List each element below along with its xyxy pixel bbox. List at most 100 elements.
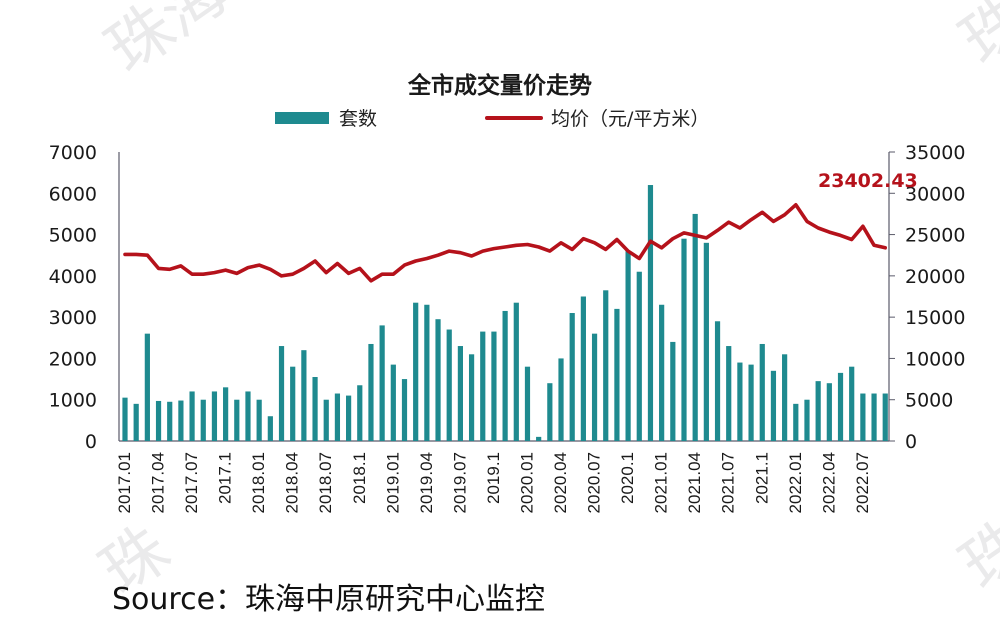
bar — [155, 400, 162, 441]
bar — [312, 377, 318, 441]
bar — [200, 399, 206, 441]
right-axis-tick-label: 0 — [905, 431, 917, 453]
bar — [770, 370, 777, 441]
bar — [703, 242, 709, 441]
x-axis-tick-label: 2021.07 — [719, 452, 738, 513]
bar — [189, 391, 195, 441]
right-axis-tick-label: 30000 — [905, 183, 965, 205]
bar — [591, 333, 598, 441]
chart-title: 全市成交量价走势 — [408, 73, 592, 99]
x-axis-tick-label: 2019.1 — [484, 452, 503, 504]
bar — [122, 397, 128, 441]
left-axis-tick-label: 1000 — [49, 390, 97, 412]
bar — [513, 302, 519, 441]
x-axis-labels: 2017.01 2017.04 2017.07 2017.1 2018.01 2018.0… — [115, 452, 872, 513]
bar — [782, 354, 788, 441]
bar — [826, 383, 832, 441]
avg-price-line — [123, 203, 887, 283]
bar — [636, 271, 642, 441]
x-axis-tick-label: 2017.01 — [115, 452, 134, 513]
x-axis-tick-label: 2021.04 — [685, 452, 704, 513]
x-axis-tick-label: 2022.04 — [819, 452, 838, 513]
bar — [267, 416, 273, 441]
right-axis-tick-label: 5000 — [905, 390, 953, 412]
line-series-avg-price — [123, 203, 887, 283]
bar — [558, 358, 564, 441]
bar — [178, 400, 184, 441]
bar — [692, 213, 698, 441]
right-axis-tick-label: 35000 — [905, 142, 965, 164]
bar — [278, 346, 285, 441]
bar — [860, 393, 866, 441]
left-axis-tick-label: 6000 — [49, 183, 97, 205]
bar — [614, 308, 620, 441]
legend-line-swatch-icon — [485, 115, 543, 120]
bar — [536, 436, 542, 441]
bar — [133, 403, 139, 441]
legend-bar-swatch-icon — [275, 111, 329, 124]
bar — [223, 387, 229, 441]
bar — [480, 331, 486, 441]
bar — [491, 331, 497, 441]
bar — [357, 385, 363, 441]
bar — [603, 290, 609, 441]
last-value-annotation: 23402.43 — [818, 170, 918, 192]
bar — [659, 304, 665, 441]
bar — [524, 366, 531, 441]
bar — [245, 391, 251, 441]
bar-series-units — [122, 185, 888, 441]
right-axis-tick-label: 25000 — [905, 225, 965, 247]
bar — [144, 333, 150, 441]
x-axis-tick-label: 2022.01 — [786, 452, 805, 513]
bar — [647, 185, 654, 441]
x-axis-tick-label: 2021.1 — [752, 452, 771, 504]
bar — [435, 319, 441, 441]
left-axis-tick-label: 5000 — [49, 225, 97, 247]
x-axis-tick-label: 2020.07 — [585, 452, 604, 513]
right-axis-tick-label: 10000 — [905, 348, 965, 370]
bar — [625, 251, 631, 441]
bar — [580, 296, 586, 441]
right-axis-tick-label: 15000 — [905, 307, 965, 329]
bar — [446, 329, 452, 441]
bar — [424, 304, 430, 441]
bar — [670, 341, 676, 441]
bar — [569, 313, 575, 441]
left-axis-tick-label: 4000 — [49, 266, 97, 288]
bar — [379, 325, 385, 441]
bar — [882, 393, 888, 441]
bar — [390, 364, 396, 441]
bar — [368, 343, 374, 441]
bar — [681, 238, 687, 441]
legend-item-line: 均价（元/平方米） — [485, 104, 709, 131]
bar — [726, 346, 732, 441]
bar — [804, 399, 810, 441]
bar — [256, 399, 262, 441]
bar — [234, 399, 240, 441]
x-axis-tick-label: 2020.04 — [551, 452, 570, 513]
bar — [737, 362, 743, 441]
bar — [714, 321, 721, 441]
bar — [323, 399, 329, 441]
bar — [748, 364, 754, 441]
right-y-axis: 0 5000 10000 15000 20000 25000 30000 35000 — [888, 142, 965, 453]
bar — [290, 366, 296, 441]
x-axis-tick-label: 2017.07 — [182, 452, 201, 513]
bar — [468, 354, 475, 441]
left-axis-tick-label: 2000 — [49, 348, 97, 370]
legend-line-label: 均价（元/平方米） — [551, 108, 710, 130]
bar — [837, 372, 844, 441]
x-axis-tick-label: 2021.01 — [652, 452, 671, 513]
left-axis-tick-label: 7000 — [49, 142, 97, 164]
x-axis-tick-label: 2018.1 — [350, 452, 369, 504]
chart-legend: 套数 均价（元/平方米） — [0, 104, 1000, 132]
bar — [457, 346, 463, 441]
x-axis-tick-label: 2022.07 — [853, 452, 872, 513]
bar — [793, 403, 799, 441]
bar — [502, 310, 508, 441]
x-axis-tick-label: 2018.01 — [249, 452, 268, 513]
legend-item-bar: 套数 — [275, 104, 377, 131]
bar — [815, 381, 821, 441]
bar — [547, 383, 553, 441]
